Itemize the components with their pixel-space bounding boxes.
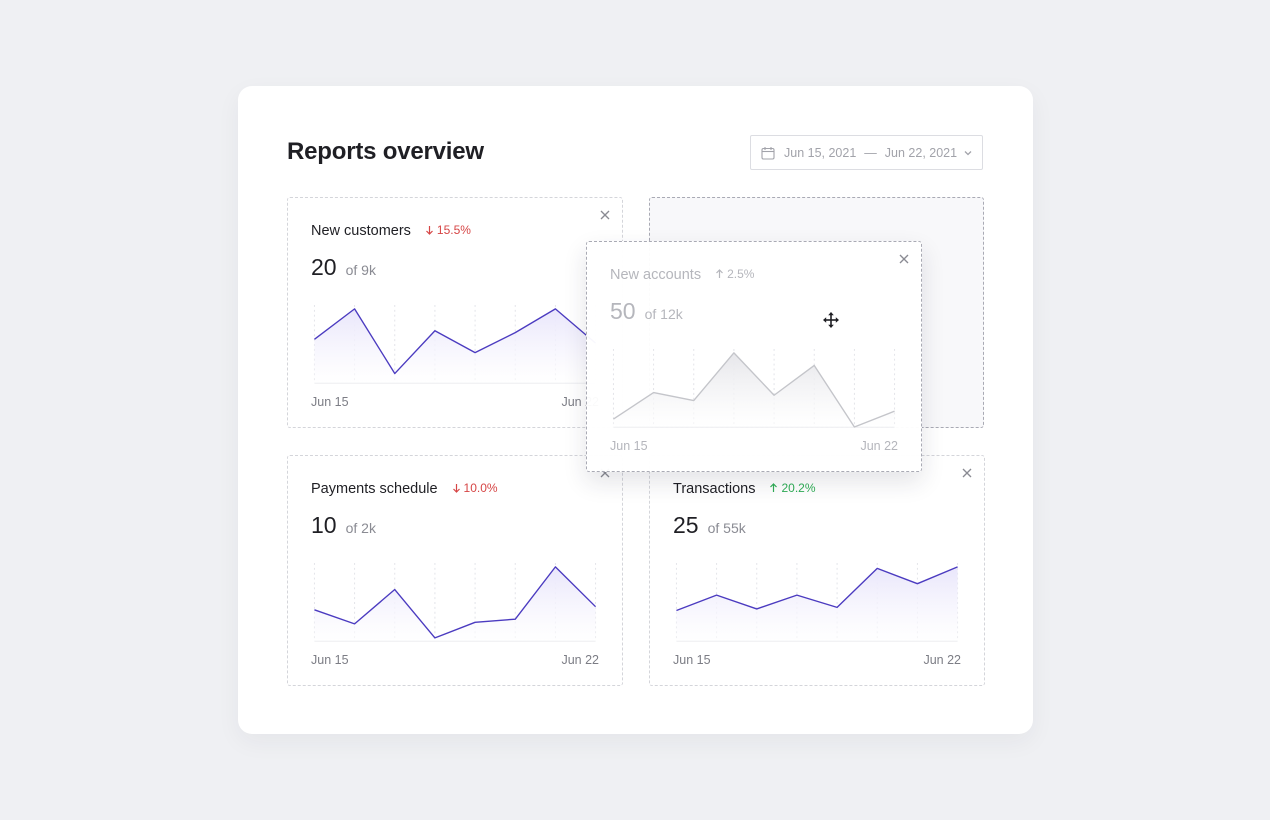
- metric-total: of 12k: [644, 306, 683, 322]
- card-title: Payments schedule: [311, 481, 438, 497]
- card-title: Transactions: [673, 481, 756, 497]
- close-icon[interactable]: [599, 209, 611, 221]
- metric-value: 50: [610, 298, 636, 324]
- close-icon[interactable]: [898, 253, 910, 265]
- metric-total: of 9k: [345, 262, 376, 278]
- report-card-new-customers[interactable]: New customers 15.5% 20 of 9k Jun 15 Jun …: [287, 197, 623, 428]
- metric-value: 10: [311, 512, 337, 538]
- date-range-separator: —: [864, 145, 877, 160]
- sparkline-area: [613, 352, 895, 428]
- sparkline-chart: [313, 304, 597, 384]
- date-range-end: Jun 22, 2021: [884, 145, 958, 160]
- close-icon[interactable]: [961, 467, 973, 479]
- sparkline-chart: [612, 348, 896, 428]
- arrow-down-icon: [452, 484, 460, 493]
- arrow-up-icon: [716, 269, 724, 278]
- date-range-start: Jun 15, 2021: [784, 145, 857, 160]
- delta-value: 15.5%: [436, 223, 471, 237]
- move-cursor-icon: [823, 312, 839, 328]
- delta-value: 2.5%: [727, 267, 755, 281]
- x-axis-end-label: Jun 22: [860, 439, 898, 453]
- sparkline-area: [314, 308, 596, 384]
- report-card-new-accounts-dragging[interactable]: New accounts 2.5% 50 of 12k Jun 15 Jun 2…: [586, 241, 922, 472]
- metric-total: of 2k: [345, 520, 376, 536]
- chevron-down-icon: [964, 150, 972, 155]
- reports-panel: Reports overview Jun 15, 2021 — Jun 22, …: [238, 86, 1033, 734]
- sparkline-area: [676, 566, 958, 642]
- sparkline-line: [676, 566, 958, 612]
- sparkline-line: [613, 352, 895, 428]
- x-axis-start-label: Jun 15: [311, 395, 349, 409]
- x-axis-end-label: Jun 22: [561, 653, 599, 667]
- metric-value: 20: [311, 254, 337, 280]
- date-range-picker[interactable]: Jun 15, 2021 — Jun 22, 2021: [750, 135, 983, 170]
- metric-value: 25: [673, 512, 699, 538]
- arrow-up-icon: [770, 483, 778, 492]
- delta-badge: 20.2%: [769, 481, 816, 495]
- sparkline-line: [314, 566, 597, 639]
- x-axis-start-label: Jun 15: [610, 439, 648, 453]
- delta-value: 20.2%: [781, 481, 816, 495]
- arrow-down-icon: [425, 226, 433, 235]
- sparkline-chart: [675, 562, 959, 642]
- x-axis-end-label: Jun 22: [923, 653, 961, 667]
- calendar-icon: [761, 146, 775, 160]
- metric-total: of 55k: [707, 520, 746, 536]
- delta-badge: 10.0%: [452, 481, 498, 495]
- report-card-payments-schedule[interactable]: Payments schedule 10.0% 10 of 2k Jun 15 …: [287, 455, 623, 686]
- x-axis-start-label: Jun 15: [311, 653, 349, 667]
- card-title: New customers: [311, 223, 411, 239]
- sparkline-chart: [313, 562, 597, 642]
- sparkline-line: [314, 308, 597, 375]
- delta-badge: 2.5%: [715, 267, 754, 281]
- page-title: Reports overview: [287, 138, 484, 165]
- sparkline-area: [314, 566, 596, 642]
- delta-badge: 15.5%: [425, 223, 471, 237]
- delta-value: 10.0%: [463, 481, 498, 495]
- x-axis-start-label: Jun 15: [673, 653, 711, 667]
- card-title: New accounts: [610, 267, 702, 283]
- report-card-transactions[interactable]: Transactions 20.2% 25 of 55k Jun 15 Jun …: [649, 455, 985, 686]
